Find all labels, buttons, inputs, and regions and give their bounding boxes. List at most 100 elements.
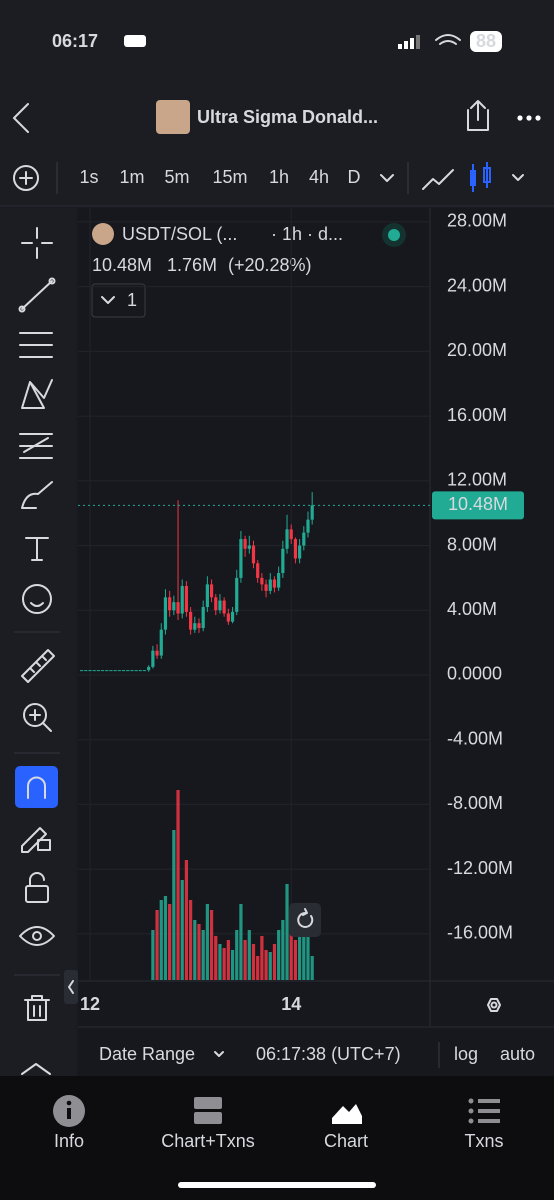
volume-bar	[268, 952, 272, 980]
candle-body	[226, 613, 230, 622]
volume-bar	[243, 940, 247, 980]
volume-bar	[285, 884, 289, 980]
prediction-tool[interactable]	[19, 433, 53, 459]
log-toggle[interactable]: log	[454, 1044, 478, 1064]
candle-body	[285, 529, 289, 549]
y-tick-label: -12.00M	[447, 858, 513, 878]
legend-interval: · 1h · d...	[271, 224, 343, 244]
candle-body	[134, 670, 138, 672]
candle-body	[214, 597, 218, 611]
home-indicator	[178, 1182, 376, 1188]
legend-avatar	[92, 223, 114, 245]
interval-button[interactable]: 5m	[164, 167, 189, 187]
more-button[interactable]	[517, 115, 541, 121]
delete-tool[interactable]	[24, 995, 50, 1021]
reset-button[interactable]	[289, 903, 321, 937]
candle-body	[306, 519, 310, 533]
volume-bar	[302, 920, 306, 980]
tab-label[interactable]: Chart+Txns	[161, 1131, 255, 1151]
unlock-tool[interactable]	[25, 872, 49, 903]
candle-body	[239, 539, 243, 578]
more-tools[interactable]	[21, 1063, 51, 1075]
last-price-tag	[432, 491, 524, 520]
candle-body	[163, 597, 168, 630]
legend-change: 1.76M	[167, 255, 217, 275]
volume-bar	[293, 940, 298, 980]
tab-label[interactable]: Chart	[324, 1131, 368, 1151]
volume-bar	[184, 860, 189, 980]
trend-line-tool[interactable]	[18, 277, 56, 313]
candle-body	[96, 670, 100, 672]
y-tick-label: 28.00M	[447, 211, 507, 231]
auto-toggle[interactable]: auto	[500, 1044, 535, 1064]
brush-tool[interactable]	[21, 481, 53, 509]
candle-body	[264, 584, 268, 591]
chart-txns-icon	[194, 1112, 222, 1124]
chart-type-dropdown[interactable]	[512, 174, 524, 181]
interval-button[interactable]: 15m	[212, 167, 247, 187]
volume-bar	[256, 956, 260, 980]
candle-body	[180, 585, 184, 614]
y-tick-label: 16.00M	[447, 405, 507, 425]
lock-drawing-tool[interactable]	[21, 827, 51, 853]
tab-label[interactable]: Info	[54, 1131, 84, 1151]
volume-bar	[205, 904, 209, 980]
volume-bar	[159, 900, 163, 980]
interval-button[interactable]: 1h	[269, 167, 289, 187]
settings-button[interactable]	[487, 998, 501, 1012]
candle-body	[243, 539, 247, 549]
text-tool[interactable]	[25, 537, 49, 561]
date-range-chevron	[214, 1051, 224, 1057]
candle-body	[80, 670, 84, 672]
chart-type-candles[interactable]	[470, 162, 491, 192]
y-tick-label: 8.00M	[447, 534, 497, 554]
emoji-tool[interactable]	[22, 584, 52, 614]
back-button[interactable]	[13, 103, 29, 133]
settings-icon	[490, 1001, 498, 1009]
volume-bar	[310, 956, 314, 980]
candle-body	[184, 585, 189, 612]
chart-area	[78, 208, 554, 1076]
volume-bar	[251, 944, 256, 980]
interval-dropdown[interactable]	[380, 174, 394, 182]
candle-body	[138, 670, 142, 672]
interval-button[interactable]: 1m	[119, 167, 144, 187]
y-tick-label: 12.00M	[447, 470, 507, 490]
indicators-toggle[interactable]	[91, 283, 146, 318]
visibility-tool[interactable]	[19, 926, 55, 946]
collapse-icon	[68, 980, 74, 994]
ruler-tool[interactable]	[21, 649, 55, 683]
candle-body	[293, 539, 298, 559]
share-button[interactable]	[467, 100, 489, 131]
volume-bar	[218, 944, 222, 980]
interval-button[interactable]: 4h	[309, 167, 329, 187]
interval-button[interactable]: 1s	[79, 167, 98, 187]
legend-change-pct: (+20.28%)	[228, 255, 312, 275]
magnet-tool[interactable]	[15, 766, 58, 808]
tab-label[interactable]: Txns	[464, 1131, 503, 1151]
crosshair-tool[interactable]	[21, 227, 53, 259]
volume-bar	[176, 790, 180, 980]
fib-tool[interactable]	[19, 332, 53, 358]
candle-body	[130, 670, 134, 672]
collapse-toolbar[interactable]	[64, 970, 78, 1004]
date-range-button[interactable]: Date Range	[99, 1044, 195, 1064]
clock-timezone[interactable]: 06:17:38 (UTC+7)	[256, 1044, 401, 1064]
chart-type-line[interactable]	[422, 169, 454, 190]
volume-bar	[277, 930, 281, 980]
volume-bar	[247, 930, 251, 980]
pattern-tool[interactable]	[21, 379, 53, 409]
last-price-label: 10.48M	[448, 494, 508, 514]
add-icon	[19, 171, 33, 185]
volume-bar	[163, 896, 168, 980]
interval-button[interactable]: D	[348, 167, 361, 187]
candle-body	[277, 573, 281, 588]
info-glyph-dot	[66, 1100, 72, 1106]
candle-body	[298, 545, 302, 559]
volume-bar	[260, 936, 264, 980]
candle-body	[151, 650, 155, 667]
token-title: Ultra Sigma Donald...	[197, 107, 378, 127]
add-button[interactable]	[13, 165, 39, 191]
zoom-tool[interactable]	[23, 703, 52, 732]
